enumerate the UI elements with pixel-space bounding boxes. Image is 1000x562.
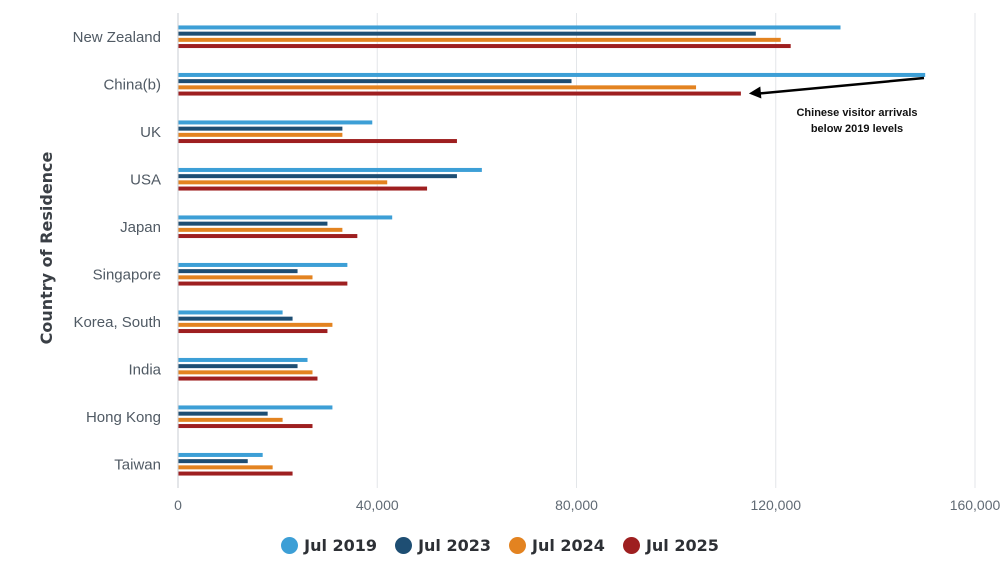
- x-tick-label: 0: [174, 497, 182, 513]
- legend-marker: [622, 537, 640, 554]
- legend-item-jul-2019[interactable]: Jul 2019: [281, 536, 377, 555]
- y-axis-label: Country of Residence: [37, 151, 56, 344]
- bars: [178, 25, 926, 476]
- bar: [178, 471, 293, 476]
- category-label: USA: [130, 171, 161, 188]
- category-label: Hong Kong: [86, 409, 161, 426]
- bar: [178, 167, 482, 172]
- bar: [178, 459, 248, 464]
- bar: [178, 31, 756, 36]
- legend-marker: [509, 537, 526, 554]
- x-tick-label: 120,000: [750, 497, 801, 513]
- bar: [178, 126, 343, 131]
- bar: [178, 465, 273, 470]
- legend-item-jul-2025[interactable]: Jul 2025: [622, 536, 719, 555]
- bar: [178, 215, 393, 220]
- bar: [178, 322, 333, 327]
- legend-item-jul-2024[interactable]: Jul 2024: [509, 536, 605, 555]
- category-label: New Zealand: [73, 29, 161, 46]
- bar: [178, 376, 318, 381]
- bar: [178, 132, 343, 137]
- legend-label: Jul 2023: [418, 536, 491, 555]
- x-tick-label: 160,000: [950, 497, 1000, 513]
- bar: [178, 85, 697, 90]
- bar: [178, 275, 313, 280]
- annotation-line-2: below 2019 levels: [811, 123, 903, 135]
- bar: [178, 44, 791, 49]
- bar: [178, 227, 343, 232]
- annotation: Chinese visitor arrivals below 2019 leve…: [748, 76, 925, 135]
- bar: [178, 186, 428, 191]
- category-label: Korea, South: [73, 314, 161, 331]
- bar: [178, 310, 283, 315]
- category-label: UK: [140, 124, 161, 141]
- bar: [178, 234, 358, 239]
- bar: [178, 79, 572, 84]
- legend-label: Jul 2025: [645, 536, 719, 555]
- bar: [178, 329, 328, 334]
- bar: [178, 364, 298, 369]
- bar: [178, 281, 348, 286]
- bar: [178, 91, 741, 96]
- bar: [178, 417, 283, 422]
- annotation-arrow: [758, 76, 925, 95]
- bar: [178, 262, 348, 267]
- bar: [178, 452, 263, 457]
- bar: [178, 174, 457, 179]
- legend: Jul 2019 Jul 2023 Jul 2024 Jul 2025: [0, 536, 1000, 555]
- category-label: China(b): [103, 76, 161, 93]
- bar: [178, 120, 373, 125]
- bar: [178, 139, 457, 144]
- bar: [178, 72, 926, 77]
- bar: [178, 180, 388, 185]
- bar: [178, 424, 313, 429]
- category-label: India: [128, 361, 161, 378]
- bar: [178, 269, 298, 274]
- axes: 0 40,000 80,000 120,000 160,000 New Zealand Ch…: [73, 13, 1000, 513]
- arrow-head-icon: [748, 86, 762, 99]
- category-label: Singapore: [93, 266, 161, 283]
- legend-item-jul-2023[interactable]: Jul 2023: [395, 536, 491, 555]
- annotation-line-1: Chinese visitor arrivals: [796, 107, 917, 119]
- bar: [178, 316, 293, 321]
- category-label: Taiwan: [114, 456, 161, 473]
- bar: [178, 357, 308, 362]
- bar: [178, 25, 841, 30]
- bar: [178, 405, 333, 410]
- category-label: Japan: [120, 219, 161, 236]
- grid: [376, 13, 976, 488]
- legend-label: Jul 2024: [532, 536, 605, 555]
- legend-marker: [395, 537, 413, 554]
- bar: [178, 411, 268, 416]
- bar: [178, 370, 313, 375]
- legend-label: Jul 2019: [304, 536, 378, 555]
- legend-marker: [281, 537, 299, 554]
- bar: [178, 221, 328, 226]
- x-tick-label: 40,000: [356, 497, 399, 513]
- x-tick-label: 80,000: [555, 497, 598, 513]
- bar: [178, 37, 781, 42]
